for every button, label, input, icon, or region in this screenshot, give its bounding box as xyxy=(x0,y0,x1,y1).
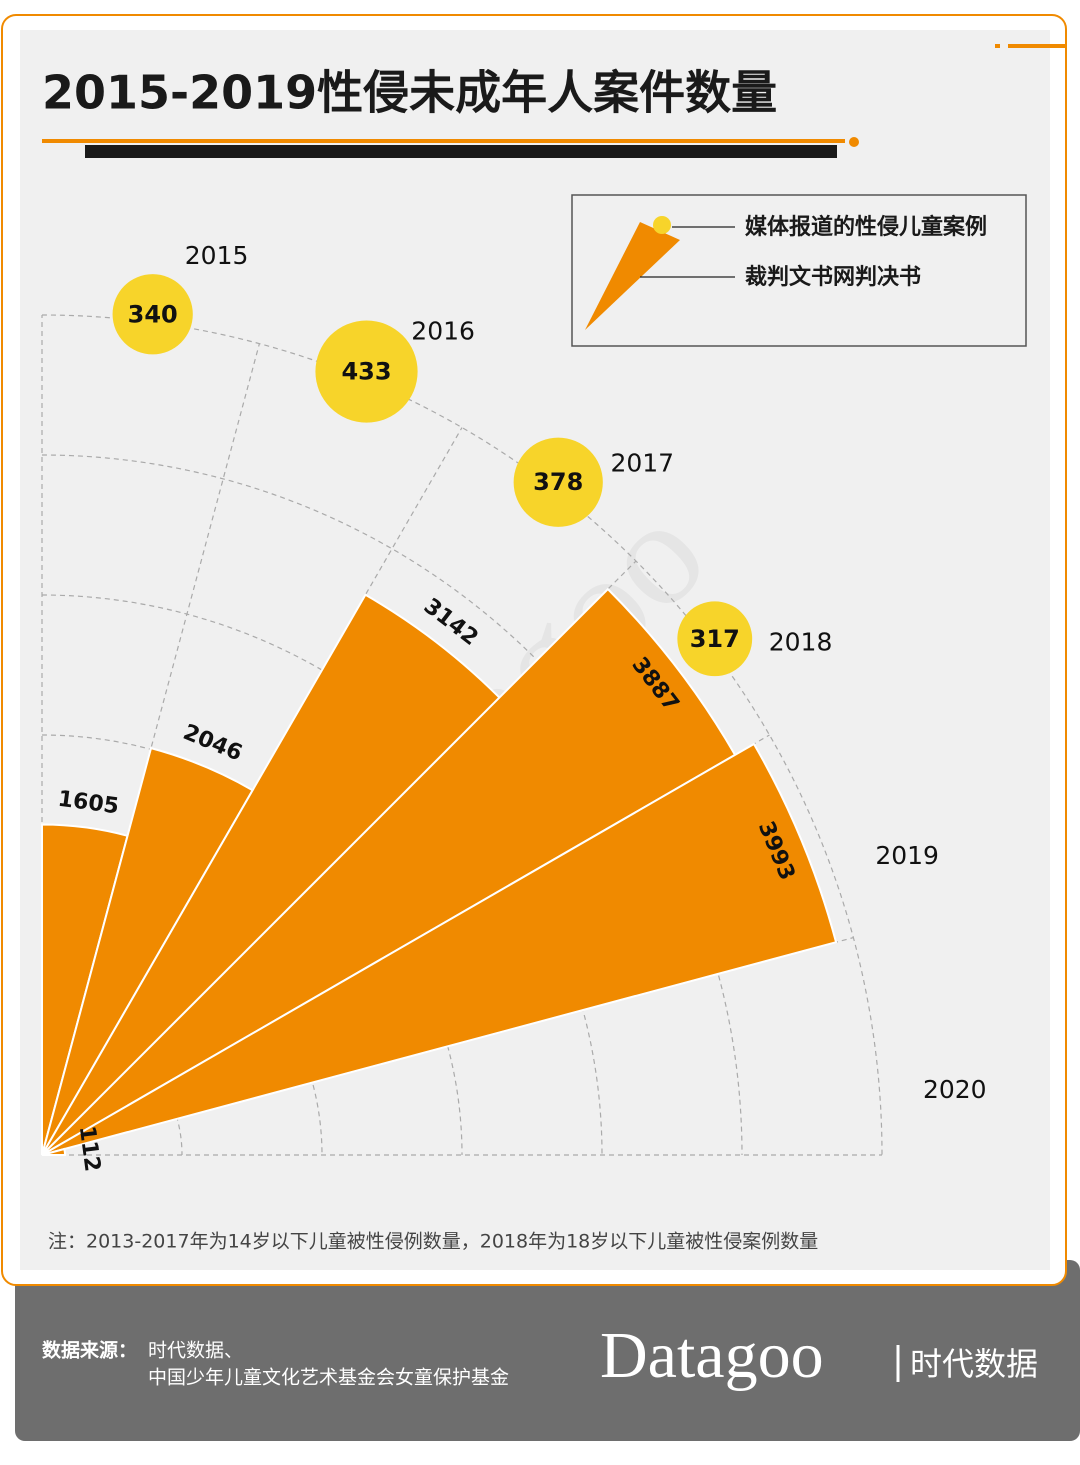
sector xyxy=(41,1147,67,1156)
legend-box xyxy=(571,194,1027,347)
category-label: 2020 xyxy=(923,1075,987,1104)
bubble xyxy=(513,437,603,527)
brand-cn: 时代数据 xyxy=(910,1345,1038,1383)
bubble-label: 378 xyxy=(533,468,583,496)
brand: Datagoo xyxy=(600,1319,824,1392)
category-label: 2015 xyxy=(185,241,249,270)
source-line: 时代数据、 xyxy=(148,1340,243,1362)
grid-ring xyxy=(41,734,463,1156)
footer-bg xyxy=(15,1260,1080,1441)
chart-title: 2015-2019性侵未成年人案件数量 xyxy=(42,66,777,120)
bubble-label: 433 xyxy=(341,358,391,386)
category-label: 2018 xyxy=(769,627,833,656)
source-label: 数据来源： xyxy=(42,1339,137,1362)
legend-bubble xyxy=(653,216,671,234)
category-label: 2019 xyxy=(875,841,939,870)
sector xyxy=(41,587,737,1156)
note: 注：2013-2017年为14岁以下儿童被性侵例数量，2018年为18岁以下儿童… xyxy=(48,1231,818,1253)
value-label: 112 xyxy=(74,1124,105,1173)
plot: 1605204631423887399311234043337831720152… xyxy=(41,241,987,1173)
category-label: 2016 xyxy=(411,317,475,346)
title-bar xyxy=(85,145,837,158)
bubble-label: 317 xyxy=(690,625,740,653)
bubble xyxy=(315,320,418,423)
deco-dot xyxy=(849,137,859,147)
legend-label: 裁判文书网判决书 xyxy=(745,264,921,290)
category-label: 2017 xyxy=(610,448,674,477)
sector xyxy=(41,742,838,1156)
bubble xyxy=(677,601,753,677)
legend-label: 媒体报道的性侵儿童案例 xyxy=(745,214,987,240)
bubble-label: 340 xyxy=(128,300,178,328)
source-line: 中国少年儿童文化艺术基金会女童保护基金 xyxy=(148,1367,509,1389)
bubble xyxy=(112,274,193,355)
legend-sector xyxy=(585,222,680,330)
